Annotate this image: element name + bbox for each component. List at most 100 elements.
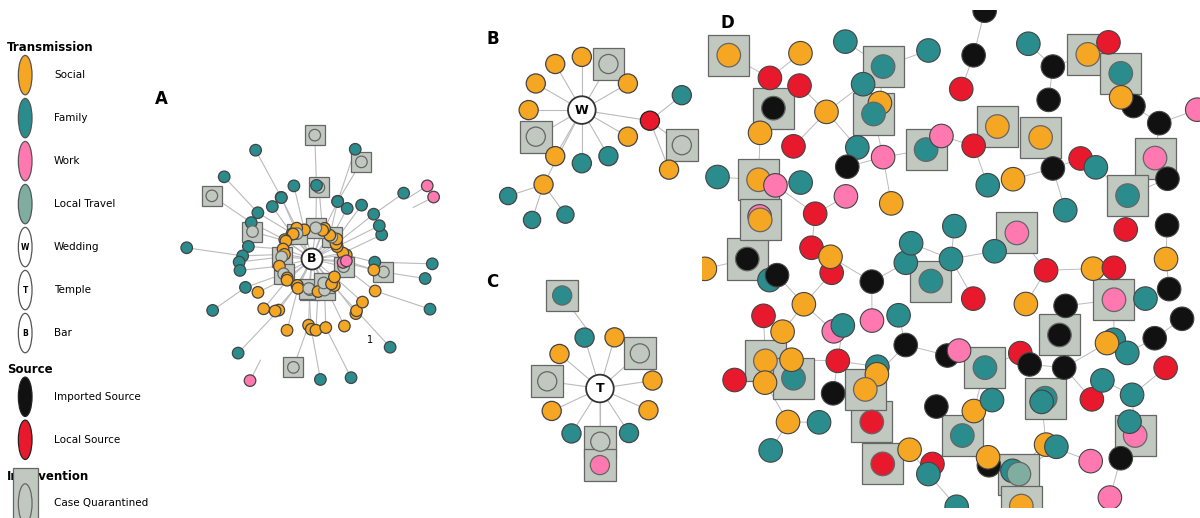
FancyBboxPatch shape <box>584 426 617 457</box>
Circle shape <box>282 272 293 284</box>
Circle shape <box>1134 287 1157 310</box>
Circle shape <box>304 283 314 294</box>
Circle shape <box>575 328 594 347</box>
FancyBboxPatch shape <box>863 46 904 87</box>
Circle shape <box>1034 258 1058 282</box>
Circle shape <box>266 201 278 212</box>
FancyBboxPatch shape <box>274 264 294 284</box>
Circle shape <box>590 432 610 451</box>
Text: B: B <box>486 30 499 48</box>
Circle shape <box>942 214 966 238</box>
Circle shape <box>278 268 289 280</box>
Circle shape <box>276 251 288 263</box>
Circle shape <box>346 372 356 383</box>
Circle shape <box>18 141 32 181</box>
Circle shape <box>1054 198 1078 222</box>
Text: Transmission: Transmission <box>7 41 94 54</box>
Circle shape <box>1084 155 1108 179</box>
FancyBboxPatch shape <box>13 468 37 518</box>
Circle shape <box>420 273 431 284</box>
Circle shape <box>421 180 433 192</box>
Circle shape <box>1007 462 1031 486</box>
Text: Bar: Bar <box>54 328 72 338</box>
Circle shape <box>792 293 816 316</box>
Circle shape <box>304 284 316 295</box>
Circle shape <box>355 156 367 168</box>
Circle shape <box>325 278 337 290</box>
FancyBboxPatch shape <box>283 357 304 378</box>
FancyBboxPatch shape <box>727 238 768 280</box>
Circle shape <box>275 192 287 203</box>
Circle shape <box>860 410 883 434</box>
FancyBboxPatch shape <box>745 340 786 381</box>
FancyBboxPatch shape <box>906 129 947 170</box>
Circle shape <box>288 180 300 192</box>
Circle shape <box>917 462 940 486</box>
Circle shape <box>1109 447 1133 470</box>
Circle shape <box>350 308 361 320</box>
Circle shape <box>370 285 380 297</box>
Circle shape <box>572 154 592 173</box>
Circle shape <box>277 243 289 255</box>
Circle shape <box>240 282 251 293</box>
Circle shape <box>983 239 1007 263</box>
Circle shape <box>754 349 778 372</box>
Circle shape <box>748 205 772 228</box>
Circle shape <box>281 324 293 336</box>
FancyBboxPatch shape <box>708 35 749 76</box>
Circle shape <box>18 184 32 224</box>
Circle shape <box>1079 449 1103 473</box>
Circle shape <box>815 100 839 124</box>
Circle shape <box>1001 459 1025 483</box>
Circle shape <box>1001 167 1025 191</box>
Circle shape <box>329 271 341 283</box>
Circle shape <box>337 247 349 259</box>
Circle shape <box>1091 369 1114 392</box>
Circle shape <box>292 228 302 239</box>
Circle shape <box>766 263 788 287</box>
Circle shape <box>832 314 854 337</box>
Circle shape <box>1037 88 1061 112</box>
Circle shape <box>672 136 691 155</box>
Circle shape <box>749 208 772 232</box>
Circle shape <box>356 296 368 308</box>
Circle shape <box>1142 326 1166 350</box>
Circle shape <box>426 258 438 269</box>
Circle shape <box>252 207 264 219</box>
FancyBboxPatch shape <box>1093 279 1134 320</box>
Circle shape <box>218 171 230 183</box>
Circle shape <box>246 217 257 228</box>
Circle shape <box>292 280 302 291</box>
Circle shape <box>290 222 302 234</box>
Circle shape <box>1052 356 1076 379</box>
Circle shape <box>250 145 262 156</box>
Circle shape <box>553 286 571 305</box>
Circle shape <box>1076 42 1099 66</box>
FancyBboxPatch shape <box>1134 138 1176 179</box>
Circle shape <box>523 211 541 228</box>
Circle shape <box>313 182 325 193</box>
Circle shape <box>337 261 349 272</box>
Circle shape <box>1117 410 1141 434</box>
FancyBboxPatch shape <box>322 227 342 247</box>
Text: W: W <box>22 242 29 252</box>
FancyBboxPatch shape <box>738 159 779 200</box>
Circle shape <box>1030 390 1054 414</box>
Circle shape <box>1045 435 1068 458</box>
Circle shape <box>788 171 812 194</box>
FancyBboxPatch shape <box>1025 378 1066 419</box>
Text: T: T <box>23 285 28 295</box>
FancyBboxPatch shape <box>1039 314 1080 355</box>
Circle shape <box>308 130 320 141</box>
Circle shape <box>865 355 889 379</box>
Circle shape <box>976 174 1000 197</box>
Circle shape <box>1014 292 1038 316</box>
Circle shape <box>302 320 314 331</box>
Circle shape <box>319 223 330 234</box>
Circle shape <box>694 257 716 281</box>
Circle shape <box>331 241 343 252</box>
Circle shape <box>368 208 379 220</box>
Circle shape <box>18 420 32 459</box>
Circle shape <box>18 313 32 353</box>
Circle shape <box>312 286 324 297</box>
